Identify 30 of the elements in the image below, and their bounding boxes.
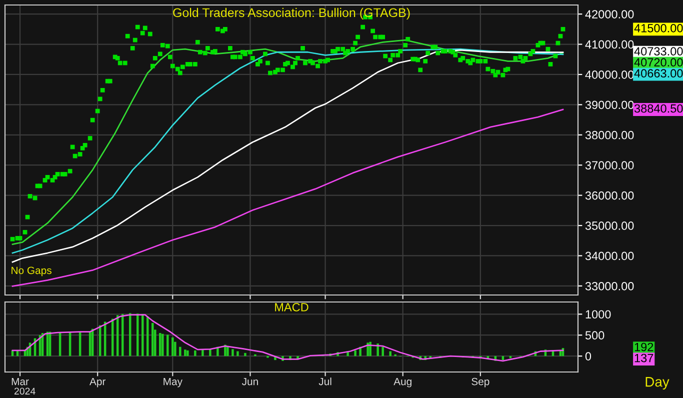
x-tick-label: Mar — [12, 378, 29, 386]
text: 137 — [634, 354, 654, 362]
text: Day — [646, 377, 670, 390]
text: 41500.00 — [634, 24, 683, 32]
x-tick-label: Jun — [242, 378, 258, 386]
chart-title: MACD — [275, 303, 308, 312]
x-tick-label: Sep — [472, 378, 490, 388]
y-tick-label: 37000.00 — [585, 161, 634, 170]
x-tick-label: Apr — [89, 378, 106, 388]
y-tick-label: 35000.00 — [585, 222, 634, 230]
text: 38840.50 — [634, 104, 683, 113]
y-tick-label: 1000 — [586, 310, 611, 319]
y-tick-label: 500 — [585, 331, 604, 340]
text: 40733.00 — [634, 47, 683, 56]
x-tick-label: Jul — [318, 378, 332, 386]
y-tick-label: 36000.00 — [585, 191, 634, 200]
x-tick-label: May — [164, 378, 182, 388]
x-tick-label: Aug — [394, 378, 412, 388]
y-tick-label: 38000.00 — [585, 130, 634, 140]
text: 192 — [634, 342, 654, 352]
y-tick-label: 34000.00 — [585, 252, 634, 260]
text: 40663.00 — [634, 69, 683, 78]
y-tick-label: 0 — [585, 352, 592, 360]
y-tick-label: 41000.00 — [585, 40, 634, 49]
y-tick-label: 33000.00 — [585, 282, 634, 290]
chart-title: Gold Traders Association: Bullion (GTAGB) — [173, 8, 410, 20]
text: 40720.00 — [634, 58, 683, 67]
annotation: No Gaps — [12, 266, 52, 276]
y-tick-label: 42000.00 — [585, 10, 634, 18]
text: 2024 — [14, 388, 36, 395]
